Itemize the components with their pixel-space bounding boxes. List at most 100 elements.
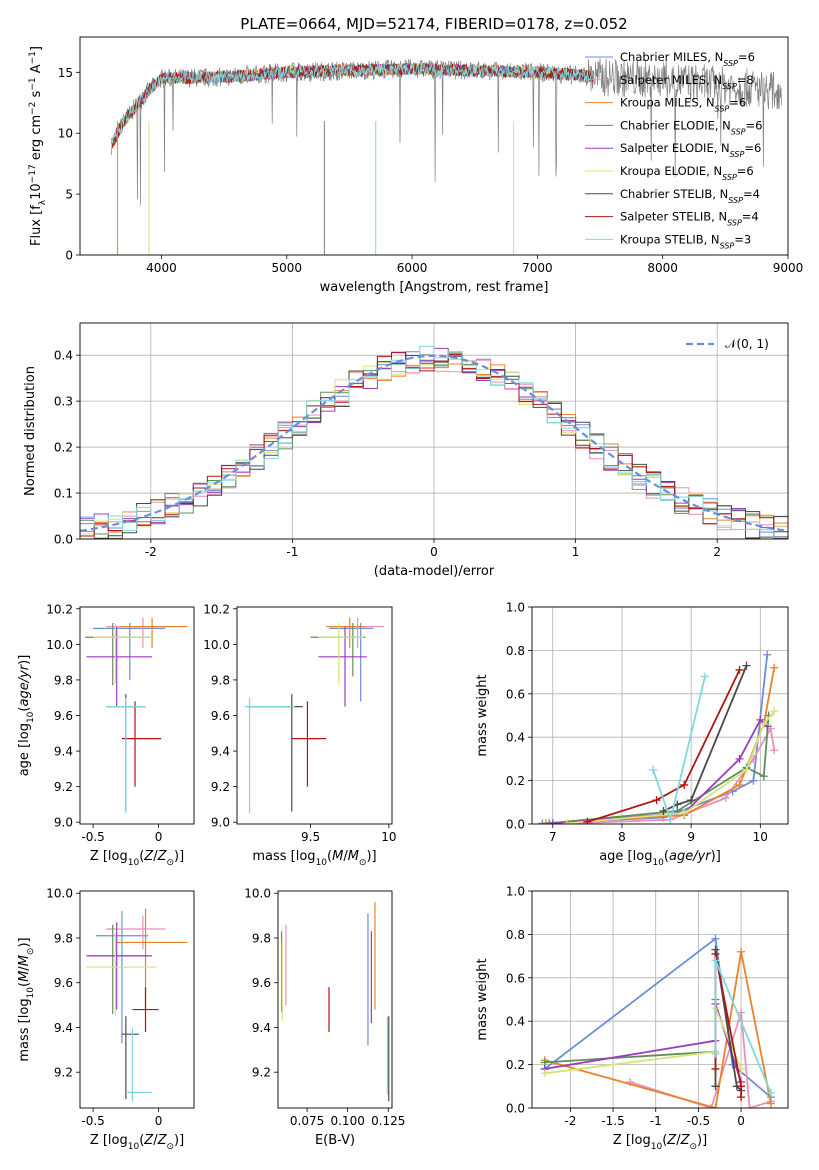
y-axis-label: Flux [fλ10−17 erg cm−2 s−1 A−1] [28,46,48,246]
plot-area-weight_vs_age [538,650,779,824]
label-part: mass weight [475,674,490,756]
weight-marker [735,665,744,674]
label-part: Z [log [613,1133,651,1148]
legend-rest: =6 [729,96,746,110]
label-part: ⊙ [166,858,174,868]
legend-rest: =6 [744,141,761,155]
axes-frame [79,36,789,256]
legend-rest: =8 [737,73,754,87]
weight-marker [770,746,779,755]
weight-marker [700,672,709,681]
y-tick-label: 9.6 [54,976,73,990]
weight-marker [707,1104,716,1108]
legend-sub: SSP [722,81,737,90]
legend-rest: =6 [737,164,754,178]
y-tick-label: 9.2 [54,780,73,794]
label-part: / [343,849,348,864]
label-part: / [153,849,158,864]
legend-sub: SSP [727,218,742,227]
weight-marker [745,1104,754,1108]
axes-frame [79,322,789,540]
label-part: / [676,1133,681,1148]
y-tick-label: 9.0 [54,816,73,830]
weight-line [542,654,769,824]
y-tick-label: 10.0 [46,638,73,652]
x-tick-label: 0.100 [330,1114,364,1128]
weight-marker [711,1049,720,1058]
axes-frame [531,606,789,825]
weight-marker [680,780,689,789]
weight-marker [666,815,675,824]
y-axis-label: mass [log10(M/M⊙)] [17,937,36,1061]
weight-marker [649,765,658,774]
plot-area-age_vs_mass [244,617,385,814]
axes-mass_vs_Z: -0.5 09.29.49.69.810.0Z [log10(Z/Z⊙)]mass… [17,887,195,1152]
label-part: ( [664,849,669,864]
x-tick-label: -2 [145,545,157,559]
normal-curve [80,354,788,532]
x-axis-label: Z [log10(Z/Z⊙)] [90,849,184,868]
axes-age_vs_Z: -0.5 09.09.29.49.69.810.010.2Z [log10(Z/Z… [17,602,195,868]
plot-area-mass_vs_ebv [280,902,390,1102]
label-part: A [29,64,44,77]
y-tick-label: 9.4 [211,745,230,759]
label-part: )] [697,1133,707,1148]
axes-weight_vs_Z: -2 -1.5 -1 -0.5 0 0.0 0.2 0.4 0.6 0.8 1.0 Z [log10(… [475,885,789,1152]
axes-residuals: -2 -1 0 1 2 0.0 0.1 0.2 0.3 0.4 (data-model)/error… [23,322,789,579]
label-part: 10 [26,711,36,723]
label-part: ( [139,1133,144,1148]
weight-marker [759,720,768,729]
label-part: ⊙ [689,1142,697,1152]
label-part: 10 [128,1142,140,1152]
y-tick-label: 10.0 [244,887,271,901]
weight-marker [721,793,730,802]
y-tick-label: 9.6 [211,709,230,723]
label-part: −1 [28,77,38,90]
weight-marker [711,1064,720,1073]
label-part: M [17,971,32,982]
label-part: / [153,1133,158,1148]
y-tick-label: 0.2 [54,441,73,455]
label-part: 10 [316,858,328,868]
weight-marker [756,715,765,724]
label-part: ⊙ [359,858,367,868]
weight-marker [742,765,751,774]
label-part: M [17,955,32,966]
x-tick-label: 9 [687,830,695,844]
weight-marker [711,1082,720,1091]
weight-marker [742,661,751,670]
y-tick-label: 9.4 [252,1021,271,1035]
legend-label: Kroupa MILES, NSSP=6 [620,96,746,114]
axes-frame [277,890,393,1109]
x-tick-label: -1 [650,1114,662,1128]
label-part: M [332,849,343,864]
legend-sub: SSP [715,104,730,113]
weight-marker [659,806,668,815]
legend-sub: SSP [728,195,743,204]
weight-marker [735,780,744,789]
x-tick-label: 0 [430,545,438,559]
y-tick-label: 0.1 [54,487,73,501]
y-tick-label: 10.0 [203,638,230,652]
y-tick-label: 0.8 [506,644,525,658]
y-tick-label: 9.0 [211,816,230,830]
label-part: mass weight [475,958,490,1040]
label-part: age/yr [669,849,712,864]
label-part: mass [log [252,849,315,864]
label-part: Z [157,1133,168,1148]
weight-marker [583,817,592,824]
label-part: Z [143,1133,154,1148]
x-tick-label: -0.5 [81,830,104,844]
label-part: λ [38,199,48,205]
x-tick-label: -2 [564,1114,576,1128]
weight-marker [548,819,557,824]
legend-sub: SSP [730,150,745,159]
label-part: age [log [17,723,32,776]
x-tick-label: -1 [286,545,298,559]
y-tick-label: 0.3 [54,395,73,409]
y-tick-label: 0.8 [506,928,525,942]
x-axis-label: E(B-V) [315,1133,355,1148]
label-part: Z [log [90,849,128,864]
y-tick-label: 0 [65,249,73,263]
